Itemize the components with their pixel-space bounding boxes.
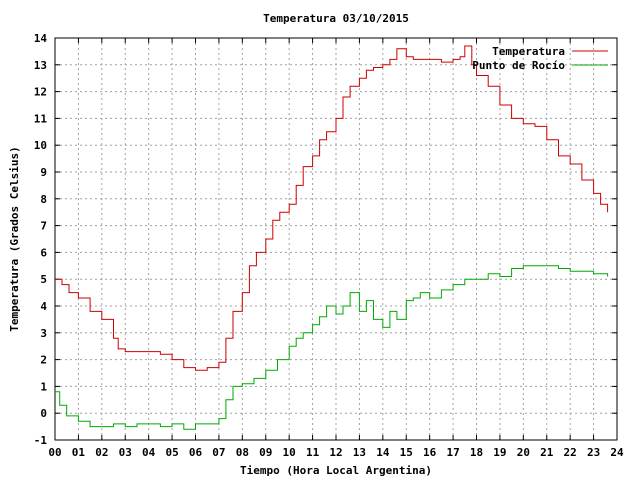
x-tick-label: 17 [446, 446, 459, 459]
y-tick-label: 2 [40, 354, 47, 367]
x-tick-label: 24 [610, 446, 624, 459]
x-tick-label: 09 [259, 446, 272, 459]
x-tick-label: 07 [212, 446, 225, 459]
x-tick-label: 08 [236, 446, 249, 459]
x-tick-label: 11 [306, 446, 320, 459]
y-tick-label: 13 [34, 59, 47, 72]
y-tick-label: 3 [40, 327, 47, 340]
legend: Temperatura Punto de Rocío [472, 45, 608, 72]
legend-label-punto-de-rocio: Punto de Rocío [472, 59, 565, 72]
legend-label-temperatura: Temperatura [492, 45, 565, 58]
x-tick-label: 16 [423, 446, 437, 459]
x-axis-title: Tiempo (Hora Local Argentina) [240, 464, 432, 477]
series-line-1 [55, 265, 609, 430]
x-tick-label: 15 [400, 446, 413, 459]
y-tick-label: 14 [34, 32, 48, 45]
plot-frame [54, 37, 618, 441]
y-axis-title: Temperatura (Grados Celsius) [8, 146, 21, 331]
ticks: 00 01 02 03 04 05 06 07 08 09 10 11 12 13 14 15 16 17 18 19… [34, 32, 624, 459]
x-tick-label: 22 [564, 446, 577, 459]
x-tick-label: 00 [48, 446, 61, 459]
y-tick-label: 4 [40, 300, 47, 313]
y-tick-label: 9 [40, 166, 47, 179]
series-layer [55, 45, 609, 430]
y-tick-label: 5 [40, 273, 47, 286]
x-tick-label: 21 [540, 446, 554, 459]
y-tick-label: 0 [40, 407, 47, 420]
chart-title: Temperatura 03/10/2015 [263, 12, 409, 25]
x-tick-label: 01 [72, 446, 86, 459]
y-tick-label: 11 [34, 112, 48, 125]
x-tick-label: 02 [95, 446, 108, 459]
x-tick-label: 10 [283, 446, 296, 459]
y-tick-label: 1 [40, 380, 47, 393]
y-tick-label: 8 [40, 193, 47, 206]
y-tick-label: -1 [34, 434, 48, 447]
x-tick-label: 06 [189, 446, 203, 459]
series-line-0 [55, 45, 609, 371]
x-tick-label: 12 [329, 446, 342, 459]
x-tick-label: 03 [119, 446, 132, 459]
x-tick-label: 05 [165, 446, 178, 459]
y-tick-label: 6 [40, 246, 47, 259]
x-tick-label: 23 [587, 446, 600, 459]
x-tick-label: 18 [470, 446, 483, 459]
x-tick-label: 04 [142, 446, 156, 459]
x-tick-label: 20 [517, 446, 530, 459]
x-tick-label: 13 [353, 446, 366, 459]
grid [55, 38, 617, 440]
y-tick-label: 7 [40, 220, 47, 233]
x-tick-label: 19 [493, 446, 506, 459]
x-tick-label: 14 [376, 446, 390, 459]
y-tick-label: 10 [34, 139, 47, 152]
y-tick-label: 12 [34, 86, 47, 99]
